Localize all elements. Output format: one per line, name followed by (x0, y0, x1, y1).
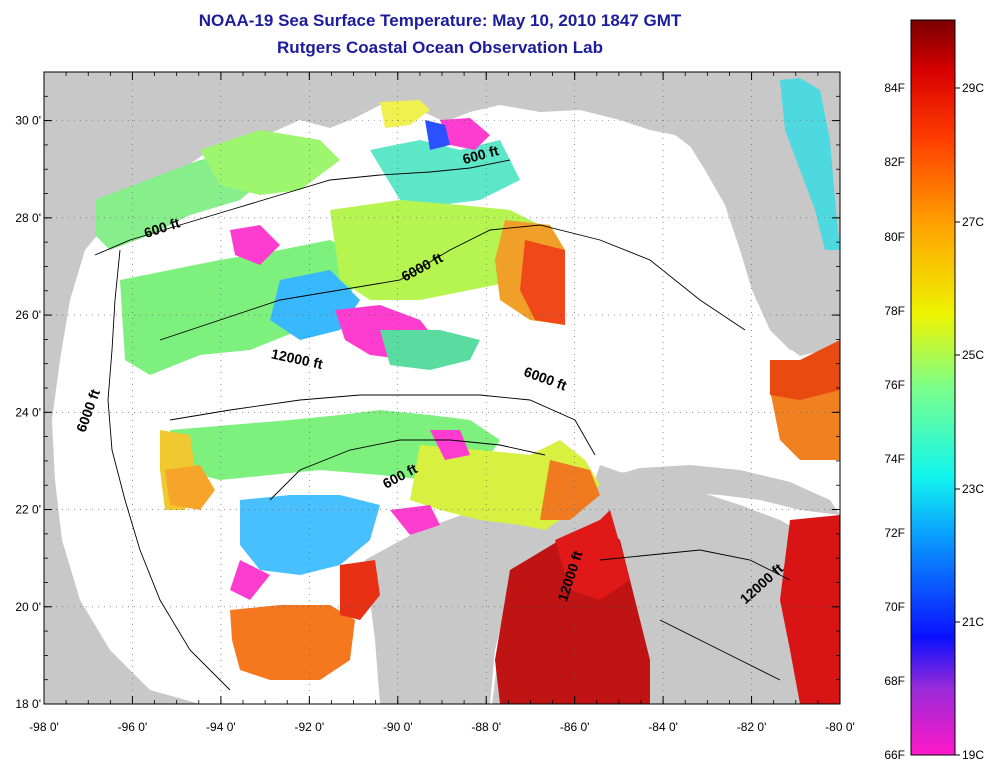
lat-tick-label: 22 0' (15, 503, 41, 517)
colorbar-f-label: 76F (884, 378, 905, 392)
cuba-island (598, 465, 840, 515)
colorbar-f-label: 78F (884, 304, 905, 318)
colorbar-f-label: 84F (884, 81, 905, 95)
colorbar-f-label: 66F (884, 748, 905, 762)
lon-tick-label: -92 0' (295, 720, 325, 734)
lon-tick-label: -80 0' (825, 720, 855, 734)
lat-tick-label: 24 0' (15, 405, 41, 419)
colorbar-f-label: 82F (884, 155, 905, 169)
bathymetry-contours (94, 159, 791, 691)
map-title: NOAA-19 Sea Surface Temperature: May 10,… (198, 11, 682, 30)
colorbar (910, 19, 956, 756)
colorbar-f-label: 72F (884, 526, 905, 540)
colorbar-c-label: 27C (962, 215, 984, 229)
florida-peninsula (680, 110, 830, 352)
colorbar-c-label: 23C (962, 482, 984, 496)
colorbar-c-label: 29C (962, 81, 984, 95)
lat-tick-label: 18 0' (15, 697, 41, 711)
lon-tick-label: -96 0' (118, 720, 148, 734)
lat-tick-label: 30 0' (15, 114, 41, 128)
sst-data-layer (95, 78, 840, 704)
yucatan-peninsula (365, 505, 580, 704)
lat-tick-label: 20 0' (15, 600, 41, 614)
lon-tick-label: -90 0' (383, 720, 413, 734)
lon-tick-label: -94 0' (206, 720, 236, 734)
lat-tick-label: 26 0' (15, 308, 41, 322)
lon-tick-label: -84 0' (648, 720, 678, 734)
colorbar-c-label: 25C (962, 348, 984, 362)
colorbar-c-label: 21C (962, 615, 984, 629)
colorbar-f-label: 68F (884, 674, 905, 688)
lon-tick-label: -88 0' (471, 720, 501, 734)
colorbar-f-label: 80F (884, 230, 905, 244)
map-subtitle: Rutgers Coastal Ocean Observation Lab (277, 38, 603, 57)
lon-tick-label: -98 0' (29, 720, 59, 734)
colorbar-f-label: 70F (884, 600, 905, 614)
axis-ticks (43, 71, 841, 705)
lat-tick-label: 28 0' (15, 211, 41, 225)
lon-tick-label: -86 0' (560, 720, 590, 734)
lon-tick-label: -82 0' (737, 720, 767, 734)
grid-lines (44, 72, 840, 704)
colorbar-f-label: 74F (884, 452, 905, 466)
colorbar-c-label: 19C (962, 748, 984, 762)
